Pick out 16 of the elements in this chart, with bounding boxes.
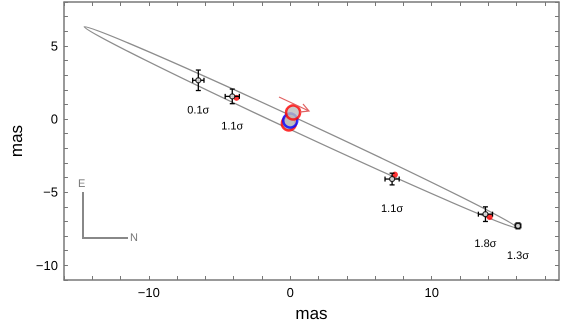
annotation: 1.1σ	[381, 203, 404, 216]
y-tick-label: 5	[50, 38, 58, 54]
annotation: 0.1σ	[187, 104, 210, 116]
annotation: E	[78, 178, 86, 190]
annotation: 1.8σ	[474, 238, 497, 250]
x-tick-label: 0	[286, 285, 294, 300]
x-axis-title: mas	[295, 304, 328, 323]
y-axis-title: mas	[7, 124, 26, 158]
annotation: 1.1σ	[221, 120, 244, 132]
x-tick-label: 10	[424, 285, 439, 300]
y-tick-label: −5	[43, 184, 58, 200]
annotation: 1.3σ	[506, 250, 530, 262]
y-tick-label: −10	[36, 258, 58, 273]
x-tick-label: −10	[138, 285, 160, 300]
y-tick-label: 0	[50, 112, 58, 127]
annotation: N	[130, 232, 138, 244]
